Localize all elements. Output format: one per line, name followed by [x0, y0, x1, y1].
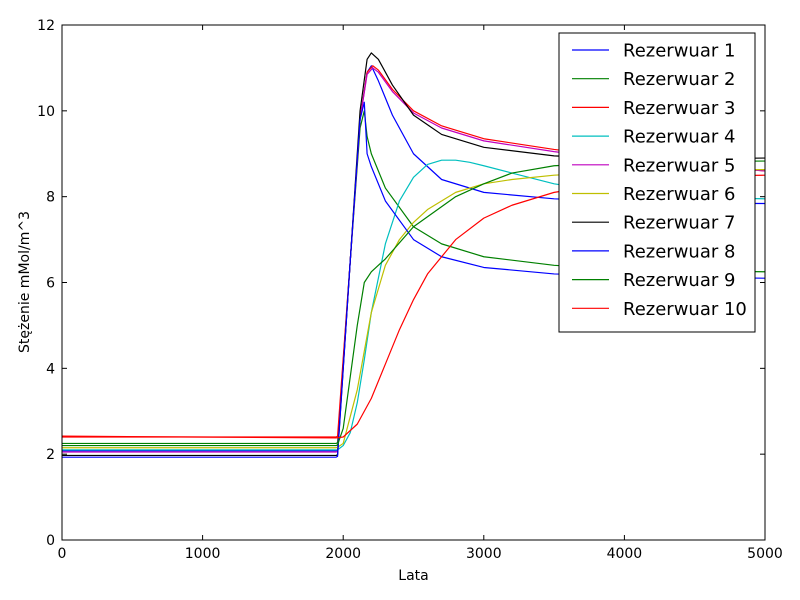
legend-label: Rezerwuar 7 [623, 213, 735, 234]
y-axis-label: Stężenie mMol/m^3 [17, 211, 33, 353]
x-tick-label: 0 [58, 546, 67, 562]
legend-box [558, 32, 756, 333]
y-tick-label: 10 [37, 104, 55, 120]
x-tick-label: 4000 [607, 546, 643, 562]
y-tick-label: 0 [46, 533, 55, 549]
legend-label: Rezerwuar 9 [623, 270, 735, 291]
legend-label: Rezerwuar 4 [623, 127, 735, 148]
legend-label: Rezerwuar 10 [623, 299, 747, 320]
x-tick-label: 2000 [325, 546, 361, 562]
y-tick-label: 6 [46, 276, 55, 292]
x-tick-label: 1000 [185, 546, 221, 562]
legend-label: Rezerwuar 1 [623, 41, 735, 62]
x-tick-label: 5000 [747, 546, 783, 562]
x-axis-label: Lata [398, 568, 428, 584]
y-tick-label: 4 [46, 361, 55, 377]
x-tick-label: 3000 [466, 546, 502, 562]
legend-label: Rezerwuar 3 [623, 98, 735, 119]
ticks-layer: 0 1000 2000 3000 4000 5000 0 2 4 6 8 10 12 [37, 18, 783, 562]
y-tick-label: 8 [46, 190, 55, 206]
y-tick-label: 12 [37, 18, 55, 34]
legend-label: Rezerwuar 2 [623, 69, 735, 90]
legend: Rezerwuar 1 Rezerwuar 2 Rezerwuar 3 Rezerwu… [558, 32, 756, 333]
legend-label: Rezerwuar 6 [623, 184, 735, 205]
y-tick-label: 2 [46, 447, 55, 463]
legend-label: Rezerwuar 8 [623, 241, 735, 262]
legend-label: Rezerwuar 5 [623, 155, 735, 176]
